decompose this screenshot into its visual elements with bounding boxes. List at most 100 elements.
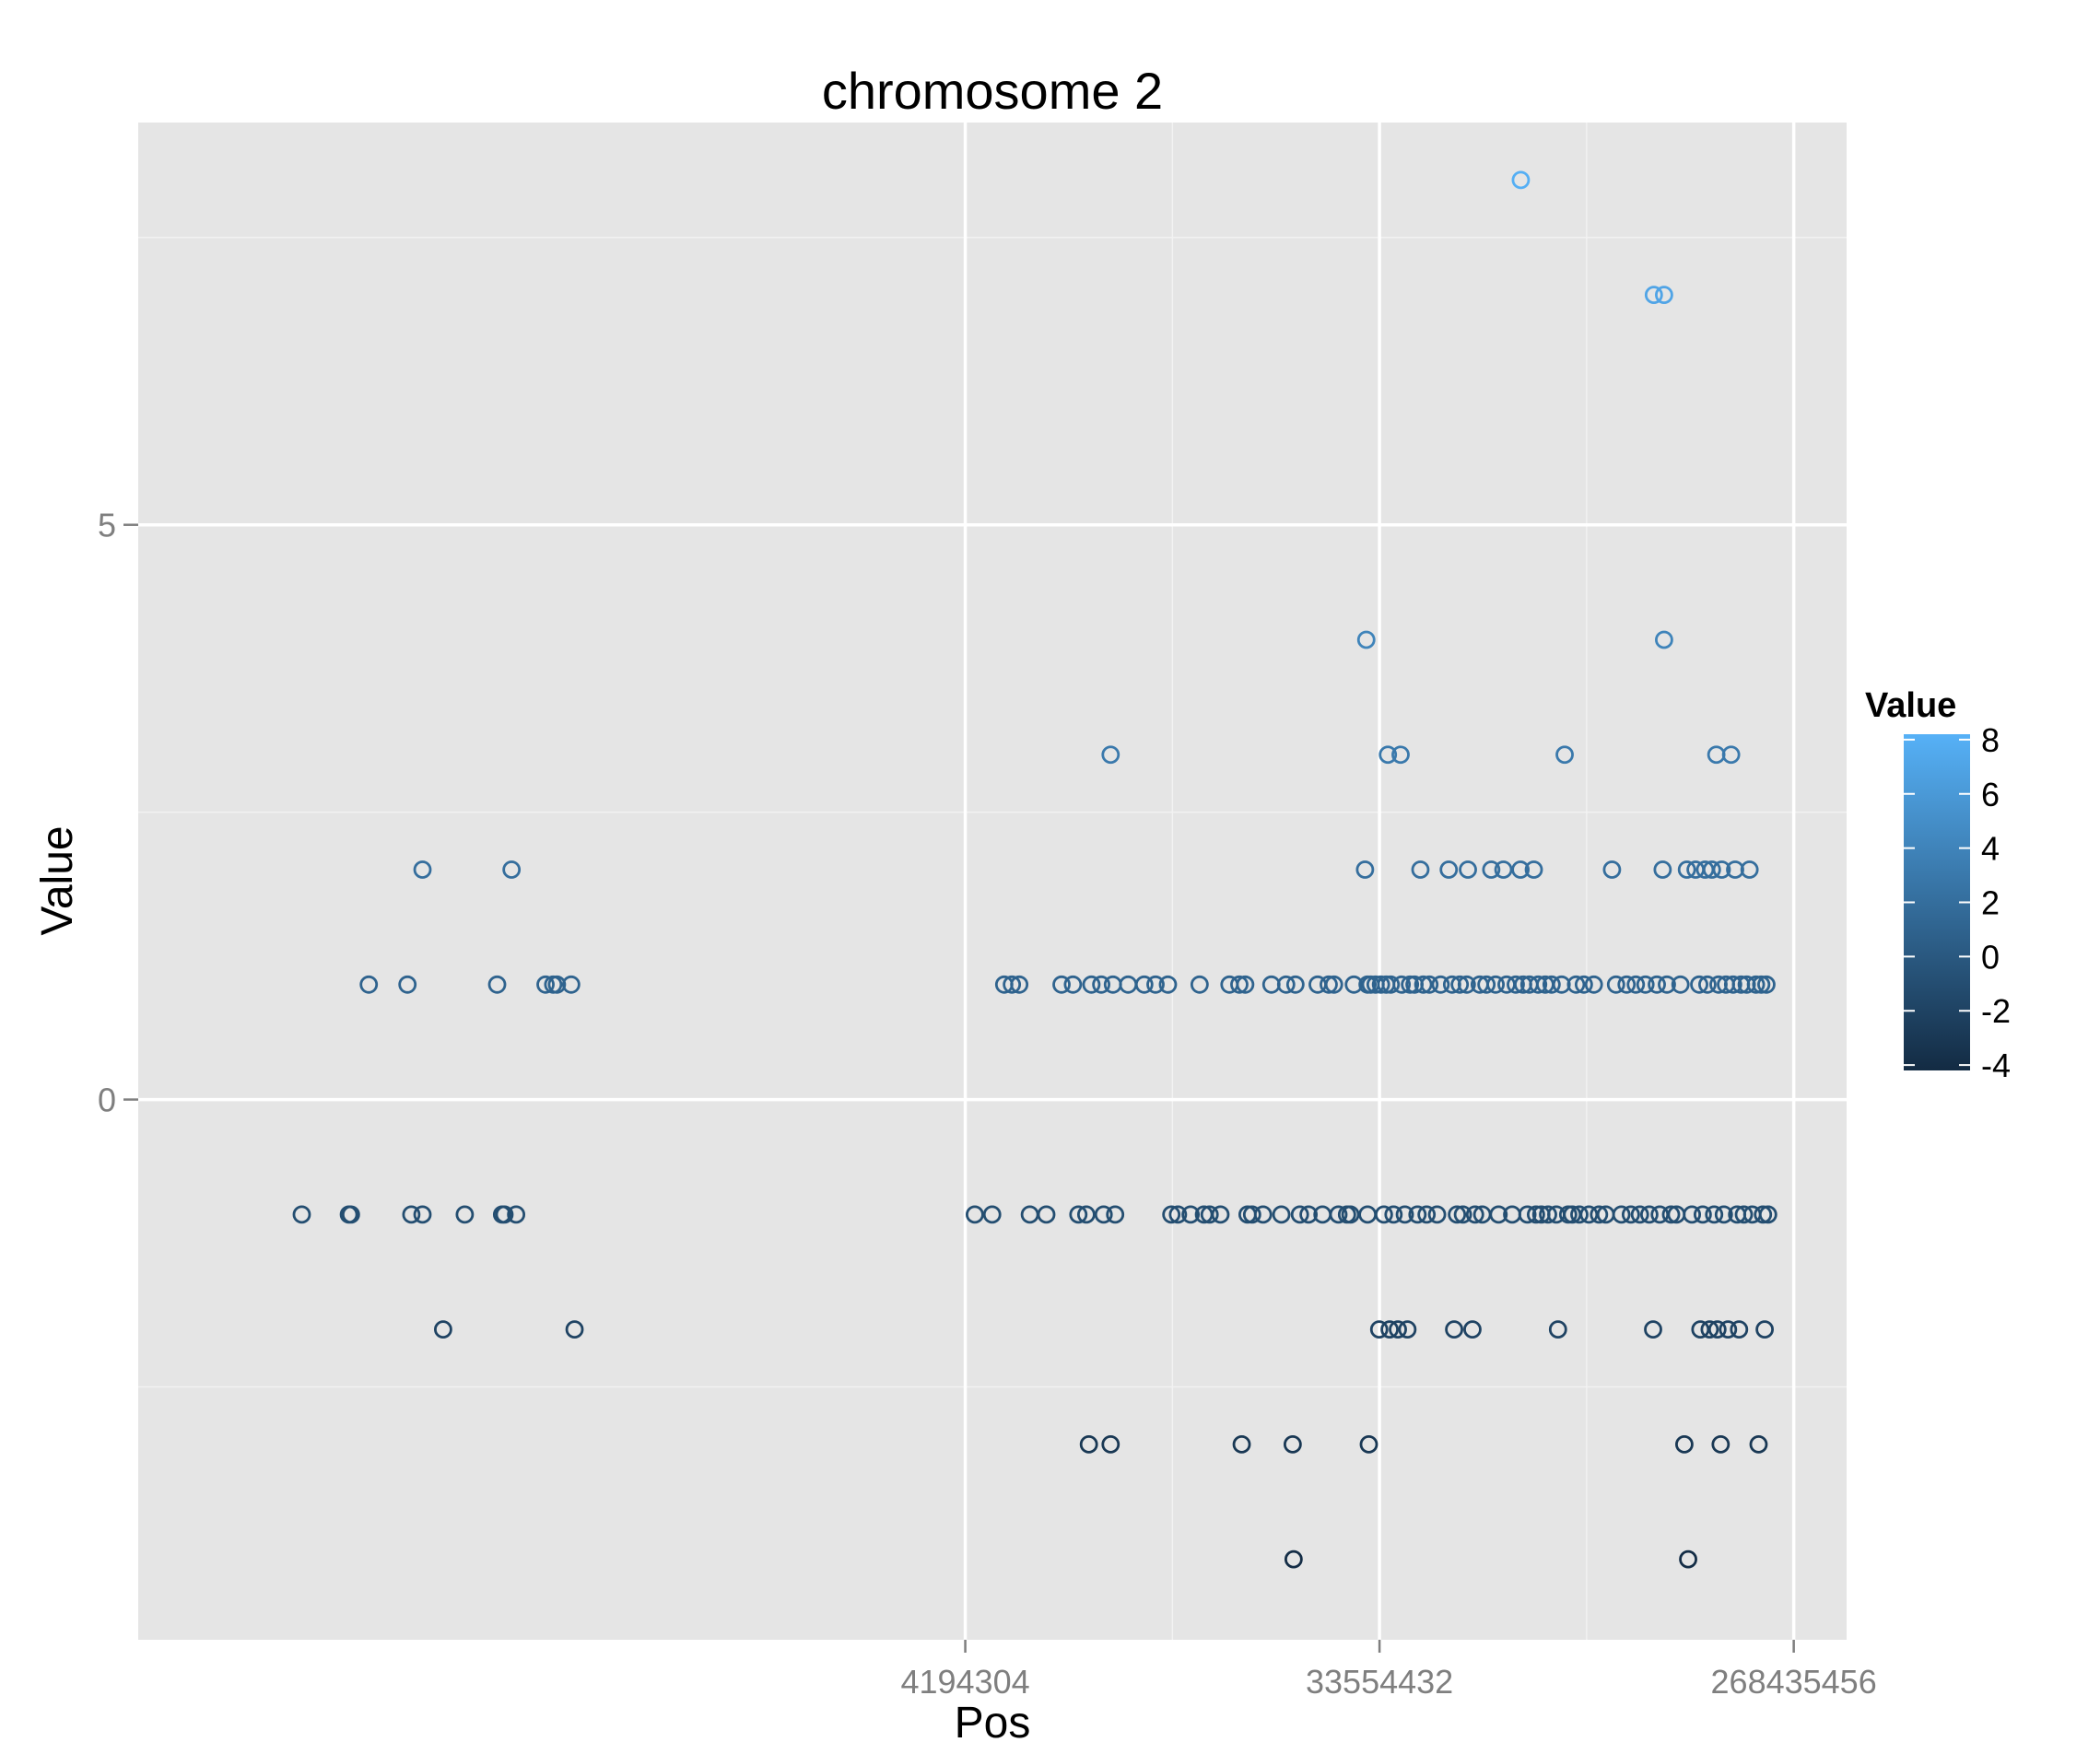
data-point: [1693, 1205, 1712, 1224]
data-point: [507, 1205, 526, 1224]
legend-tick-label: -4: [1981, 1047, 2011, 1084]
data-point: [1341, 1205, 1360, 1224]
data-point: [1584, 975, 1603, 994]
data-point: [1602, 860, 1622, 879]
data-point: [1661, 1205, 1681, 1224]
y-tick-label: 0: [98, 1082, 116, 1119]
data-point: [1272, 1205, 1291, 1224]
data-point: [1730, 1320, 1749, 1339]
data-point: [1181, 1205, 1201, 1224]
data-point: [1486, 975, 1506, 994]
legend-tick-label: 4: [1981, 830, 2000, 868]
data-point: [1529, 975, 1548, 994]
data-point: [1590, 1205, 1609, 1224]
data-point: [1374, 1205, 1393, 1224]
data-point: [1411, 860, 1430, 879]
data-point: [1639, 1205, 1659, 1224]
data-point: [1299, 1205, 1319, 1224]
legend-tick-label: 2: [1981, 884, 2000, 922]
data-point: [1283, 1434, 1302, 1454]
data-point: [1211, 1205, 1230, 1224]
data-point: [1398, 1320, 1417, 1339]
data-point: [536, 975, 555, 994]
data-point: [1757, 975, 1776, 994]
data-point: [1439, 860, 1459, 879]
data-point: [1690, 975, 1708, 994]
data-point: [1420, 975, 1439, 994]
data-point: [1740, 860, 1759, 879]
data-point: [1003, 975, 1022, 994]
data-point: [455, 1205, 475, 1224]
data-point: [1101, 1434, 1120, 1454]
axes: 4194304 33554432 268435456 0 5: [98, 507, 1877, 1701]
data-point: [1719, 1320, 1738, 1339]
legend-ticks: 8 6 4 2 0 -2 -4: [1904, 721, 2011, 1084]
data-point: [1381, 975, 1401, 994]
data-point: [1518, 1205, 1537, 1224]
plot-panel: [138, 123, 1847, 1640]
data-point: [982, 1205, 1002, 1224]
data-point: [1700, 1320, 1719, 1339]
data-point: [1570, 1205, 1589, 1224]
data-point: [1356, 630, 1376, 649]
data-point: [1391, 745, 1410, 765]
data-point: [1555, 745, 1574, 765]
data-point: [1069, 1205, 1088, 1224]
data-point: [1063, 975, 1083, 994]
data-point: [1076, 1205, 1096, 1224]
data-point: [1431, 975, 1450, 994]
data-point: [1617, 975, 1637, 994]
data-point: [1712, 860, 1731, 879]
data-point: [547, 975, 567, 994]
data-point: [292, 1205, 311, 1224]
data-point: [359, 975, 379, 994]
data-point: [1527, 1205, 1545, 1224]
data-point: [1417, 1205, 1437, 1224]
data-point: [1621, 1205, 1640, 1224]
data-point: [495, 1205, 514, 1224]
data-point: [402, 1205, 421, 1224]
data-point: [1190, 975, 1209, 994]
data-point: [1507, 975, 1525, 994]
data-point: [1548, 1320, 1567, 1339]
y-tick-label: 5: [98, 507, 116, 544]
data-point: [1324, 975, 1343, 994]
legend-tick-label: 0: [1981, 938, 2000, 976]
data-point: [1542, 975, 1561, 994]
data-point: [341, 1205, 360, 1224]
data-point: [966, 1205, 984, 1224]
data-point: [1746, 975, 1766, 994]
data-point: [1734, 1205, 1754, 1224]
data-point: [1630, 1205, 1649, 1224]
data-point: [1355, 860, 1375, 879]
data-point: [1092, 975, 1111, 994]
data-point: [1655, 630, 1673, 649]
x-tick-label: 268435456: [1711, 1663, 1877, 1701]
data-point: [1648, 975, 1666, 994]
data-point: [1037, 1205, 1056, 1224]
data-point: [1232, 1434, 1251, 1454]
data-point: [1702, 860, 1721, 879]
data-point: [1101, 745, 1120, 765]
data-point: [1671, 975, 1690, 994]
data-point: [1714, 1205, 1733, 1224]
data-point: [1453, 1205, 1472, 1224]
data-point: [1653, 860, 1672, 879]
data-point: [1384, 1205, 1403, 1224]
data-point: [1146, 975, 1165, 994]
data-point: [1511, 170, 1531, 190]
data-point: [1705, 1205, 1724, 1224]
data-point: [1477, 975, 1496, 994]
data-point: [1691, 1320, 1710, 1339]
data-point: [1162, 1205, 1181, 1224]
data-point: [1754, 1205, 1773, 1224]
data-point: [1457, 975, 1476, 994]
data-point: [1448, 1205, 1467, 1224]
data-point: [565, 1320, 584, 1339]
legend: Value 8 6 4 2 0 -2 -4: [1865, 686, 2011, 1084]
grid: [138, 123, 1847, 1640]
data-point: [434, 1320, 452, 1339]
data-point: [1511, 860, 1531, 879]
data-point: [1626, 975, 1646, 994]
